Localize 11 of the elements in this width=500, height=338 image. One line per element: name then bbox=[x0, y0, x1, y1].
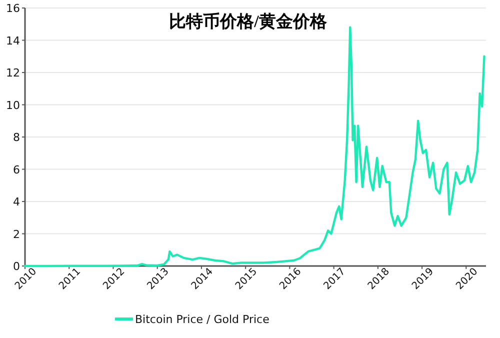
y-tick-label: 10 bbox=[6, 98, 20, 112]
y-tick-label: 2 bbox=[13, 228, 20, 241]
y-tick-label: 4 bbox=[13, 196, 20, 208]
y-tick-label: 0 bbox=[13, 260, 20, 273]
y-tick-label: 14 bbox=[6, 34, 20, 48]
legend-label: Bitcoin Price / Gold Price bbox=[135, 313, 270, 326]
chart-title: 比特币价格/黄金价格 bbox=[169, 12, 328, 31]
y-tick-label: 6 bbox=[13, 163, 20, 176]
y-tick-label: 16 bbox=[6, 2, 20, 15]
y-tick-label: 8 bbox=[13, 131, 20, 144]
y-tick-label: 12 bbox=[6, 66, 20, 80]
